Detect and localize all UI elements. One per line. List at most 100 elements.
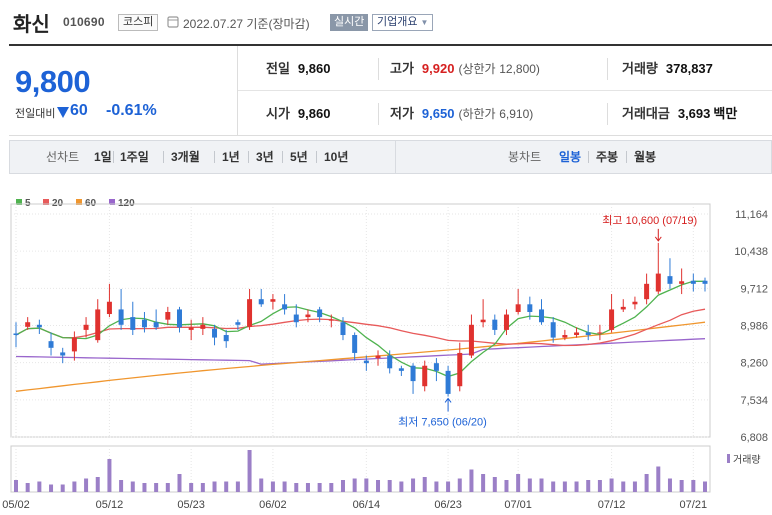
candle-body bbox=[562, 335, 568, 338]
candle-body bbox=[503, 314, 509, 330]
volume-legend-swatch bbox=[727, 454, 730, 463]
volume-bar bbox=[107, 459, 112, 492]
volume-bar bbox=[49, 484, 54, 492]
candle-body bbox=[340, 322, 346, 336]
volume-bar bbox=[329, 483, 334, 492]
period-3y[interactable]: 3년 bbox=[256, 150, 274, 164]
up-arrow-icon bbox=[444, 397, 452, 412]
volume-bar bbox=[469, 469, 474, 492]
realtime-button[interactable]: 실시간 bbox=[330, 14, 369, 31]
candle-body bbox=[515, 304, 521, 312]
volume-bar bbox=[95, 477, 100, 492]
volume-bar bbox=[200, 483, 205, 492]
candle-body bbox=[655, 273, 661, 292]
candle-body bbox=[480, 319, 486, 323]
volume-bar bbox=[130, 481, 135, 492]
ma-60-line bbox=[15, 321, 706, 392]
candle-body bbox=[176, 309, 182, 328]
volume-bar bbox=[154, 483, 159, 492]
candle-body bbox=[188, 327, 194, 330]
x-tick-label: 06/02 bbox=[259, 499, 287, 511]
company-info-dropdown[interactable]: 기업개요 ▼ bbox=[372, 14, 434, 31]
candle-body bbox=[690, 280, 696, 284]
candle-body bbox=[235, 322, 241, 325]
down-triangle-icon bbox=[57, 107, 69, 118]
volume-bar bbox=[37, 481, 42, 492]
candle-daily[interactable]: 일봉 bbox=[559, 150, 582, 164]
candle-weekly[interactable]: 주봉 bbox=[596, 150, 619, 164]
legend-swatch-120 bbox=[109, 199, 115, 205]
volume-bar bbox=[60, 484, 65, 492]
candle-body bbox=[363, 360, 369, 364]
period-3m[interactable]: 3개월 bbox=[171, 150, 200, 164]
candle-body bbox=[95, 309, 101, 341]
volume-bar bbox=[247, 450, 252, 492]
candle-body bbox=[305, 314, 311, 318]
volume-bar bbox=[539, 478, 544, 492]
summary-row-1: 전일 9,860 고가 9,920 (상한가 12,800) 거래량 378,837 bbox=[238, 46, 772, 91]
chevron-down-icon: ▼ bbox=[420, 18, 429, 27]
candle-body bbox=[492, 319, 498, 330]
legend-swatch-5 bbox=[16, 199, 22, 205]
candle-body bbox=[550, 322, 556, 338]
volume-bar bbox=[551, 481, 556, 492]
stock-chart: 5 20 60 120 11,164 10,438 9,712 8,986 8,260 7,534… bbox=[0, 190, 772, 515]
x-tick-label: 07/21 bbox=[680, 499, 708, 511]
y-tick-label: 8,260 bbox=[740, 358, 768, 370]
current-price: 9,800 bbox=[15, 64, 91, 99]
volume-bar bbox=[25, 483, 30, 492]
volume-bar bbox=[364, 478, 369, 492]
candle-body bbox=[165, 311, 171, 320]
price-summary: 9,800 전일대비 60 -0.61% 전일 9,860 고가 9,920 (상한가… bbox=[9, 44, 772, 136]
period-10y[interactable]: 10년 bbox=[324, 150, 349, 164]
volume-bar bbox=[352, 478, 357, 492]
volume-bar bbox=[84, 478, 89, 492]
chart-controls: 선차트 1일 1주일 3개월 1년 3년 5년 10년 봉차트 일봉 주봉 월봉 bbox=[9, 140, 772, 174]
change-percent: -0.61% bbox=[106, 102, 157, 119]
candle-body bbox=[212, 328, 218, 338]
volume-frame bbox=[10, 445, 711, 493]
volume-bar bbox=[703, 481, 707, 492]
period-5y[interactable]: 5년 bbox=[290, 150, 308, 164]
volume-bar bbox=[574, 481, 579, 492]
candlestick-chart: 5 20 60 12011,16410,4389,7128,9868,2607,534… bbox=[2, 198, 768, 511]
candle-body bbox=[410, 365, 416, 382]
volume-bar bbox=[434, 481, 439, 492]
candle-body bbox=[141, 319, 147, 328]
current-price-box: 9,800 전일대비 60 -0.61% bbox=[9, 46, 238, 136]
candle-body bbox=[632, 301, 638, 305]
market-badge: 코스피 bbox=[118, 14, 159, 31]
candle-body bbox=[597, 332, 603, 334]
candle-monthly[interactable]: 월봉 bbox=[634, 150, 657, 164]
period-1w[interactable]: 1주일 bbox=[120, 150, 149, 164]
x-tick-label: 06/23 bbox=[434, 499, 462, 511]
high-price: 고가 9,920 (상한가 12,800) bbox=[390, 61, 540, 76]
stock-header: 화신 010690 코스피 2022.07.27 기준(장마감) 실시간 기업개… bbox=[0, 0, 772, 44]
candle-body bbox=[527, 304, 533, 312]
candle-body bbox=[317, 309, 323, 318]
high-annotation: 최고 10,600 (07/19) bbox=[602, 214, 697, 227]
candle-body bbox=[679, 281, 685, 284]
volume-bar bbox=[340, 480, 345, 492]
candle-body bbox=[352, 335, 358, 353]
candle-body bbox=[13, 333, 19, 336]
volume-bar bbox=[305, 483, 310, 492]
candle-body bbox=[574, 332, 580, 336]
candle-body bbox=[457, 352, 463, 387]
volume-bar bbox=[446, 481, 451, 492]
candle-body bbox=[539, 309, 545, 323]
down-arrow-icon bbox=[654, 228, 662, 242]
candle-body bbox=[130, 317, 136, 330]
period-1d[interactable]: 1일 bbox=[94, 150, 112, 164]
candle-body bbox=[398, 368, 404, 371]
candle-body bbox=[118, 309, 124, 325]
period-1y[interactable]: 1년 bbox=[222, 150, 240, 164]
legend-swatch-20 bbox=[43, 199, 49, 205]
volume-bar bbox=[259, 478, 264, 492]
volume-bar bbox=[212, 481, 217, 492]
volume-bar bbox=[317, 483, 322, 492]
candle-body bbox=[644, 283, 650, 300]
volume-bar bbox=[14, 480, 18, 492]
candle-body bbox=[293, 314, 299, 323]
candle-body bbox=[433, 363, 439, 371]
